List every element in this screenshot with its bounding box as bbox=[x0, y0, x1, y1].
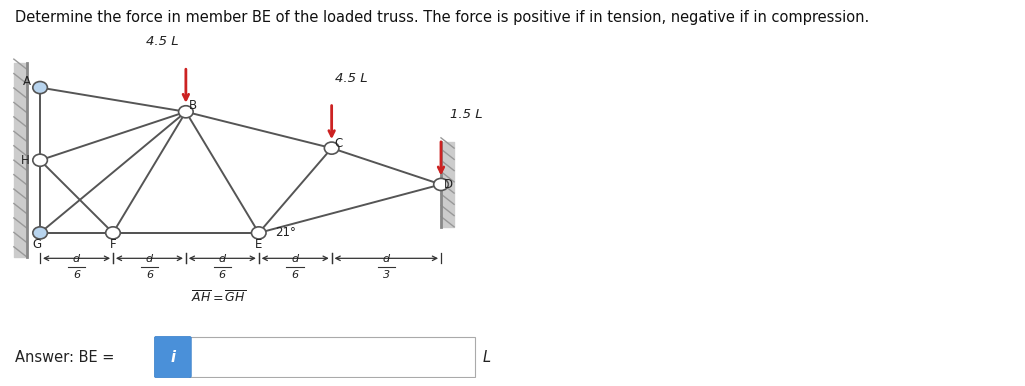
Text: d: d bbox=[218, 254, 226, 264]
Text: 3: 3 bbox=[382, 271, 390, 280]
Text: L: L bbox=[483, 350, 491, 364]
Circle shape bbox=[178, 106, 193, 118]
Text: 6: 6 bbox=[73, 271, 80, 280]
Circle shape bbox=[33, 227, 47, 239]
Text: d: d bbox=[292, 254, 298, 264]
Text: 6: 6 bbox=[218, 271, 226, 280]
FancyBboxPatch shape bbox=[155, 336, 192, 378]
Text: B: B bbox=[189, 99, 197, 112]
Text: d: d bbox=[146, 254, 153, 264]
Text: Answer: BE =: Answer: BE = bbox=[15, 350, 119, 364]
Circle shape bbox=[434, 178, 448, 191]
Circle shape bbox=[324, 142, 339, 154]
Text: 1.5 L: 1.5 L bbox=[450, 108, 483, 121]
Text: 4.5 L: 4.5 L bbox=[335, 71, 368, 85]
Text: E: E bbox=[255, 239, 262, 252]
Text: i: i bbox=[170, 350, 175, 364]
Circle shape bbox=[106, 227, 120, 239]
Text: 21°: 21° bbox=[275, 226, 295, 239]
Circle shape bbox=[33, 81, 47, 94]
Circle shape bbox=[251, 227, 266, 239]
Text: 6: 6 bbox=[146, 271, 153, 280]
Text: d: d bbox=[382, 254, 390, 264]
Circle shape bbox=[33, 154, 47, 166]
Text: 4.5 L: 4.5 L bbox=[146, 35, 178, 48]
Text: d: d bbox=[73, 254, 80, 264]
Text: H: H bbox=[22, 154, 30, 167]
Text: G: G bbox=[32, 239, 41, 252]
FancyBboxPatch shape bbox=[190, 337, 475, 377]
Text: C: C bbox=[335, 137, 343, 150]
Text: F: F bbox=[110, 239, 116, 252]
Text: Determine the force in member BE of the loaded truss. The force is positive if i: Determine the force in member BE of the … bbox=[15, 10, 869, 25]
Text: A: A bbox=[23, 75, 31, 88]
Text: 6: 6 bbox=[292, 271, 298, 280]
Text: D: D bbox=[444, 178, 453, 191]
Text: $\overline{\mathit{AH}} = \overline{\mathit{GH}}$: $\overline{\mathit{AH}} = \overline{\mat… bbox=[191, 290, 246, 305]
